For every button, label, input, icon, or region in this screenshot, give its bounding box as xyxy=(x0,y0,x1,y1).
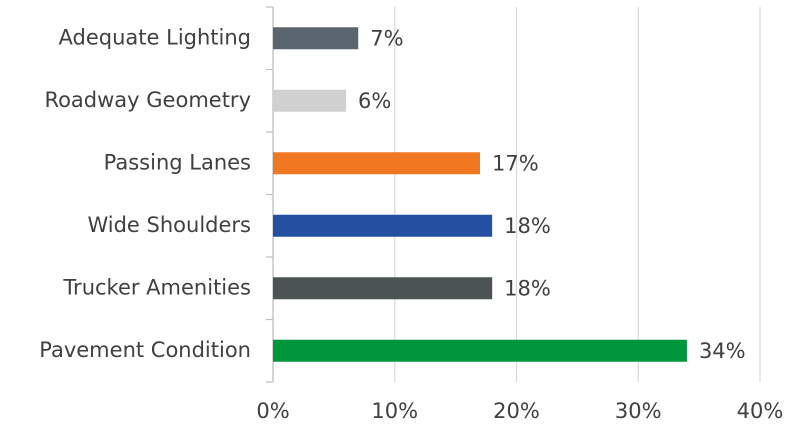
y-tick-label: Passing Lanes xyxy=(104,150,251,174)
data-label: 17% xyxy=(492,151,539,175)
bar xyxy=(273,339,687,362)
data-label: 6% xyxy=(358,89,391,113)
bar xyxy=(273,277,493,300)
data-label: 7% xyxy=(370,26,403,50)
y-tick-label: Roadway Geometry xyxy=(44,88,251,112)
bar xyxy=(273,89,347,112)
bar xyxy=(273,214,493,237)
bar xyxy=(273,27,359,50)
x-tick-label: 30% xyxy=(615,399,662,423)
data-label: 18% xyxy=(504,276,551,300)
y-tick-label: Adequate Lighting xyxy=(59,25,251,49)
x-tick-label: 0% xyxy=(256,399,289,423)
data-label: 34% xyxy=(699,339,746,363)
data-label: 18% xyxy=(504,214,551,238)
x-tick-label: 40% xyxy=(737,399,784,423)
y-tick-label: Wide Shoulders xyxy=(87,213,251,237)
x-tick-label: 10% xyxy=(371,399,418,423)
y-tick-label: Pavement Condition xyxy=(39,338,251,362)
x-tick-label: 20% xyxy=(493,399,540,423)
bar xyxy=(273,152,480,175)
y-tick-label: Trucker Amenities xyxy=(62,275,251,299)
